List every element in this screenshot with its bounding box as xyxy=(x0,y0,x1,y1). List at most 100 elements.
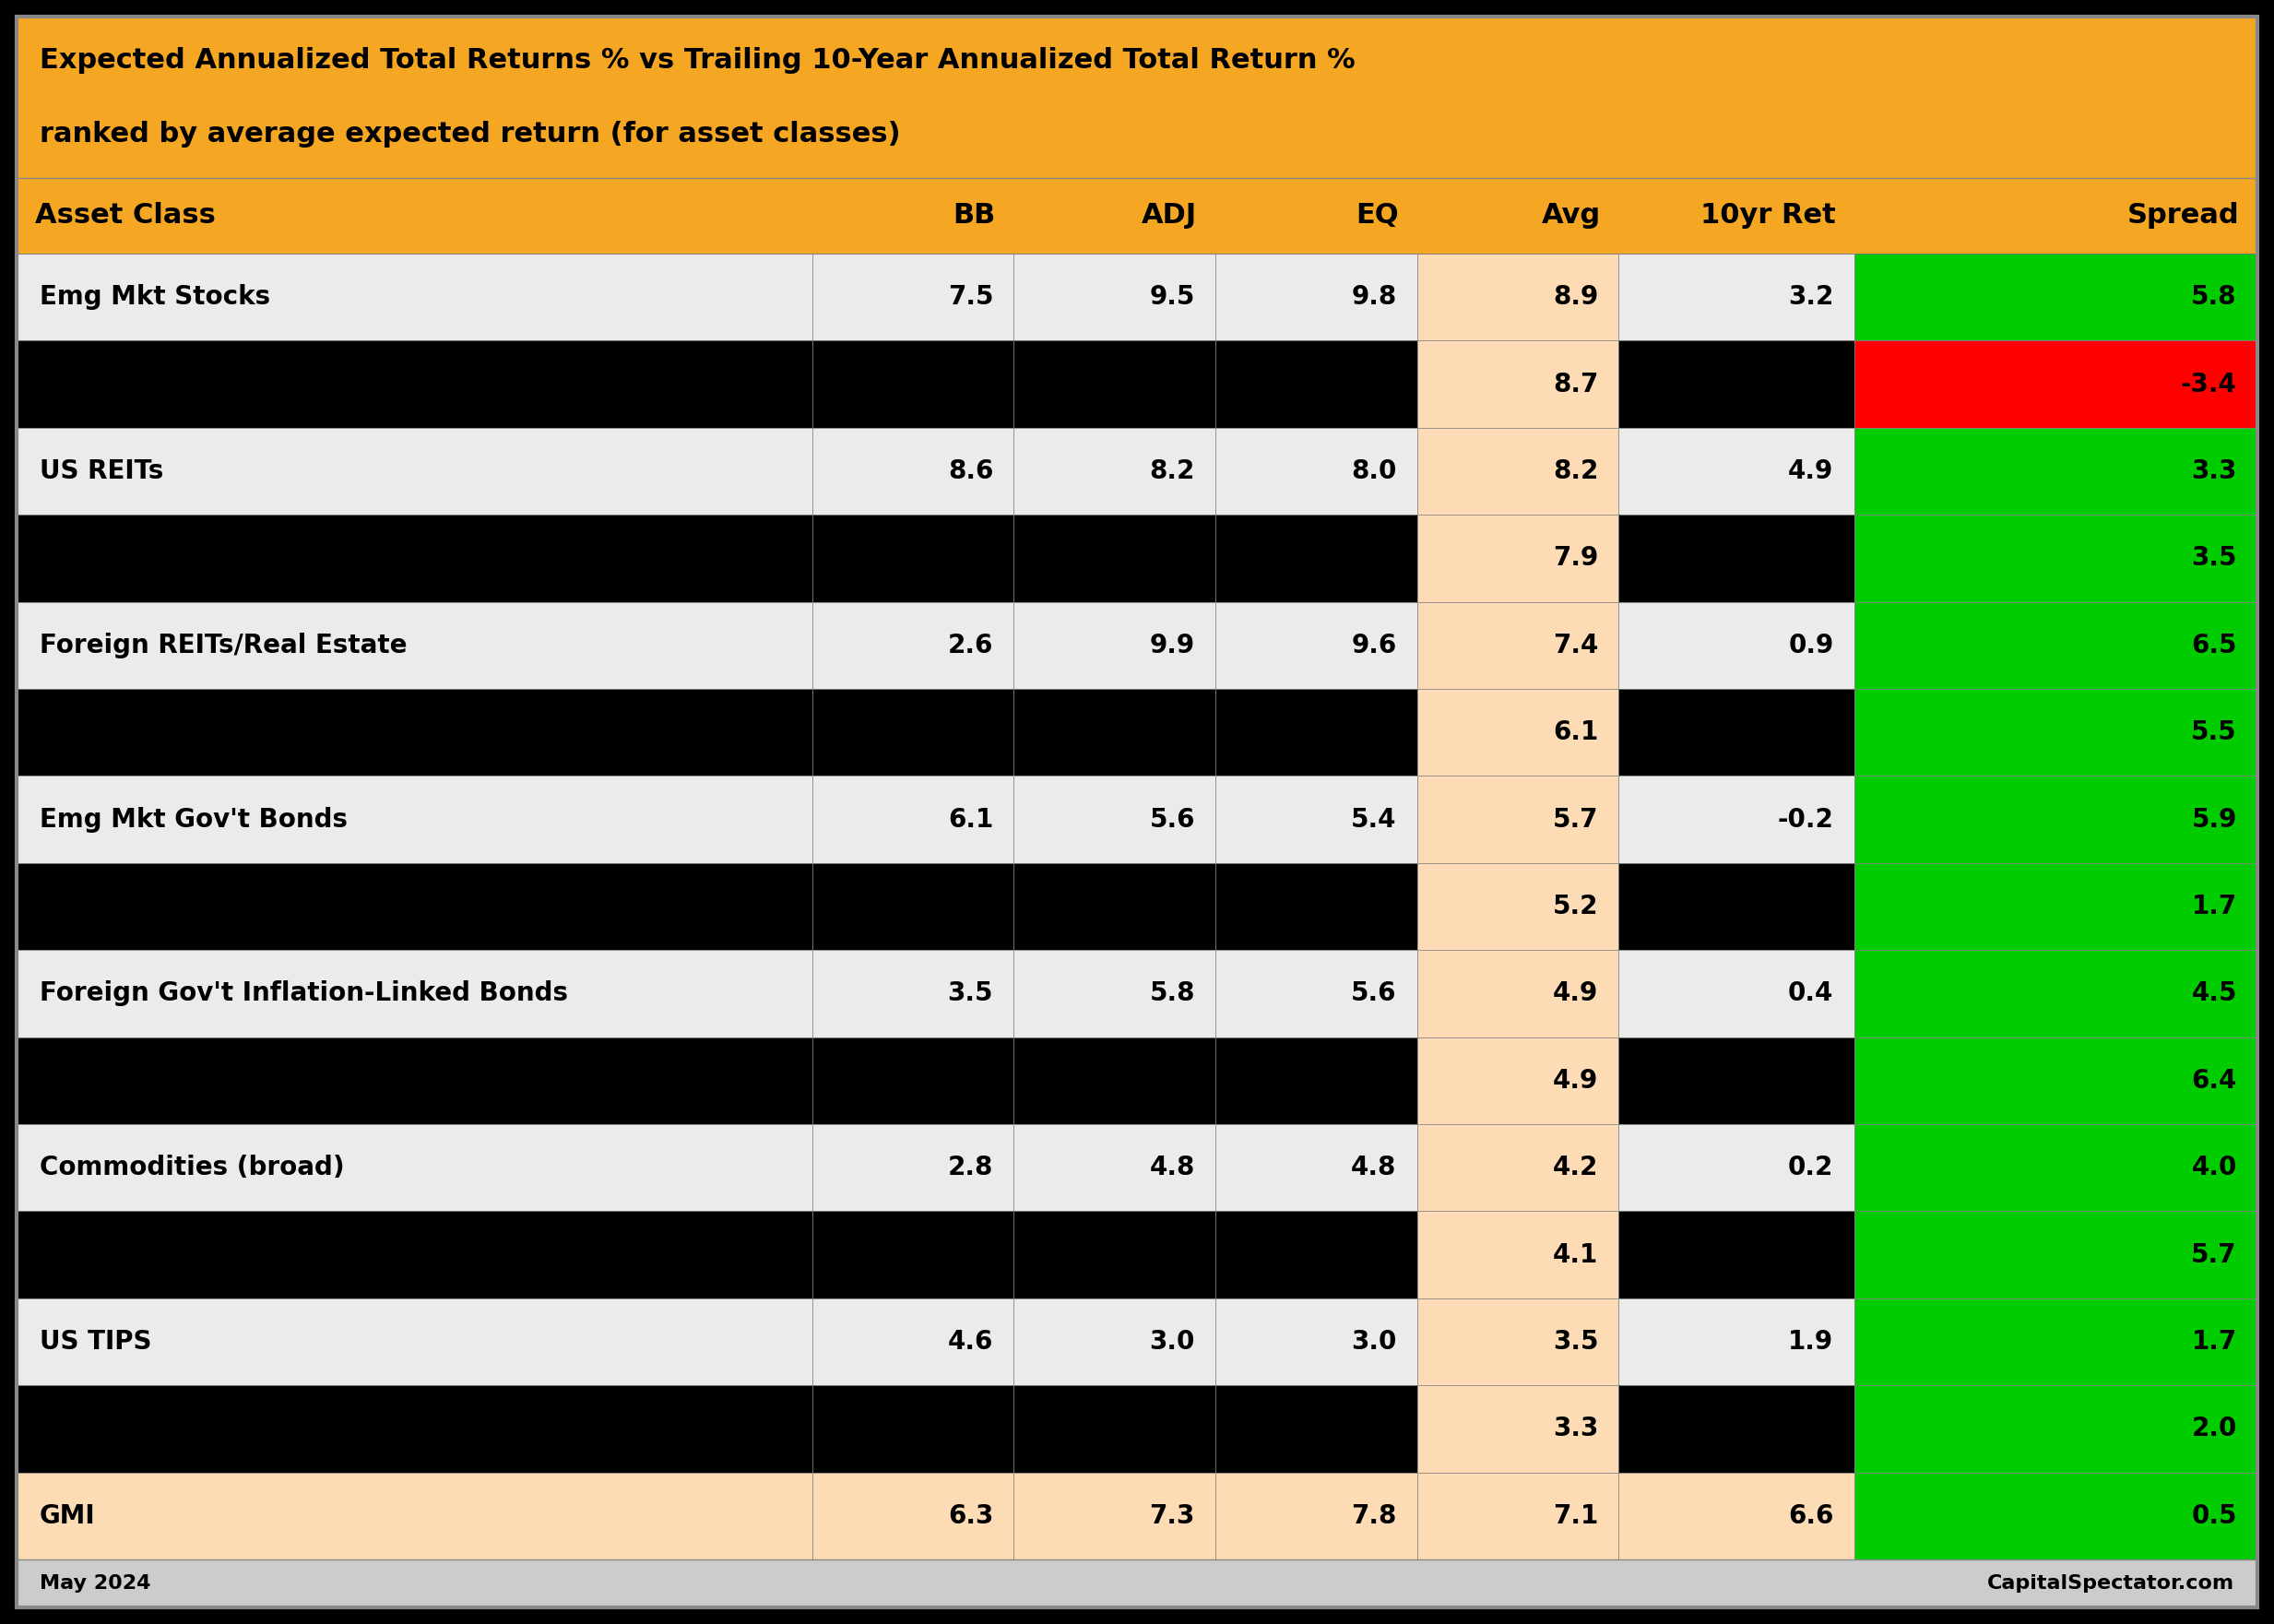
Text: 2.0: 2.0 xyxy=(2192,1416,2238,1442)
Text: 8.6: 8.6 xyxy=(948,458,994,484)
Text: 5.7: 5.7 xyxy=(1553,807,1599,833)
Text: 5.4: 5.4 xyxy=(1351,807,1396,833)
Bar xyxy=(1619,253,1853,341)
Bar xyxy=(16,950,812,1038)
Bar xyxy=(812,862,1014,950)
Text: 7.4: 7.4 xyxy=(1553,632,1599,658)
Text: 6.5: 6.5 xyxy=(2192,632,2238,658)
Bar xyxy=(16,603,812,689)
Bar xyxy=(1417,1124,1619,1212)
Bar xyxy=(1014,603,1214,689)
Bar xyxy=(1853,1473,2258,1559)
Bar xyxy=(1014,1298,1214,1385)
Text: Foreign REITs/Real Estate: Foreign REITs/Real Estate xyxy=(39,632,407,658)
Text: 3.0: 3.0 xyxy=(1351,1328,1396,1354)
Bar xyxy=(1619,341,1853,427)
Bar xyxy=(1214,427,1417,515)
Bar xyxy=(812,776,1014,862)
Bar xyxy=(1619,1298,1853,1385)
Bar xyxy=(1014,689,1214,776)
Text: Emg Mkt Stocks: Emg Mkt Stocks xyxy=(39,284,271,310)
Bar xyxy=(1853,1124,2258,1212)
Bar xyxy=(812,1473,1014,1559)
Bar xyxy=(1619,1124,1853,1212)
Bar xyxy=(1214,776,1417,862)
Bar xyxy=(1014,1038,1214,1124)
Bar xyxy=(812,1124,1014,1212)
Text: 8.0: 8.0 xyxy=(1351,458,1396,484)
Bar xyxy=(1619,603,1853,689)
Bar xyxy=(1853,341,2258,427)
Text: 10yr Ret: 10yr Ret xyxy=(1701,203,1835,229)
Bar xyxy=(812,515,1014,603)
Bar xyxy=(16,776,812,862)
Text: ADJ: ADJ xyxy=(1142,203,1196,229)
Bar xyxy=(1214,862,1417,950)
Text: 7.1: 7.1 xyxy=(1553,1502,1599,1528)
Bar xyxy=(1853,776,2258,862)
Text: Commodities (broad): Commodities (broad) xyxy=(39,1155,343,1181)
Text: 0.4: 0.4 xyxy=(1787,981,1833,1007)
Bar xyxy=(1417,603,1619,689)
Bar xyxy=(16,1298,812,1385)
Bar xyxy=(1417,1212,1619,1298)
Bar xyxy=(1417,862,1619,950)
Bar xyxy=(1417,1473,1619,1559)
Bar xyxy=(1417,253,1619,341)
Bar xyxy=(1619,776,1853,862)
Bar xyxy=(1014,515,1214,603)
Text: -0.2: -0.2 xyxy=(1778,807,1833,833)
Bar xyxy=(1853,1385,2258,1473)
Bar xyxy=(1214,689,1417,776)
Bar xyxy=(16,1559,2258,1608)
Bar xyxy=(1417,776,1619,862)
Bar xyxy=(1619,1385,1853,1473)
Text: 9.9: 9.9 xyxy=(1151,632,1194,658)
Bar xyxy=(1214,950,1417,1038)
Text: CapitalSpectator.com: CapitalSpectator.com xyxy=(1987,1574,2235,1593)
Bar xyxy=(1014,427,1214,515)
Bar xyxy=(812,1298,1014,1385)
Bar xyxy=(1214,603,1417,689)
Bar xyxy=(1214,253,1417,341)
Bar xyxy=(16,427,812,515)
Text: 7.8: 7.8 xyxy=(1351,1502,1396,1528)
Text: 2.8: 2.8 xyxy=(948,1155,994,1181)
Text: 4.8: 4.8 xyxy=(1148,1155,1194,1181)
Text: 6.4: 6.4 xyxy=(2192,1067,2238,1093)
Text: 4.9: 4.9 xyxy=(1553,1067,1599,1093)
Bar xyxy=(1214,1473,1417,1559)
Bar xyxy=(1417,950,1619,1038)
Text: 9.5: 9.5 xyxy=(1148,284,1194,310)
Text: 3.5: 3.5 xyxy=(1553,1328,1599,1354)
Bar xyxy=(812,1212,1014,1298)
Bar xyxy=(1214,1212,1417,1298)
Text: Avg: Avg xyxy=(1542,203,1601,229)
Text: GMI: GMI xyxy=(39,1502,96,1528)
Text: 3.5: 3.5 xyxy=(948,981,994,1007)
Bar xyxy=(16,515,812,603)
Text: 7.5: 7.5 xyxy=(948,284,994,310)
Text: Foreign Gov't Inflation-Linked Bonds: Foreign Gov't Inflation-Linked Bonds xyxy=(39,981,568,1007)
Text: 5.6: 5.6 xyxy=(1148,807,1194,833)
Bar xyxy=(812,1385,1014,1473)
Bar xyxy=(812,341,1014,427)
Text: 2.6: 2.6 xyxy=(948,632,994,658)
Bar xyxy=(812,689,1014,776)
Bar xyxy=(16,16,2258,179)
Text: 3.0: 3.0 xyxy=(1148,1328,1194,1354)
Bar xyxy=(16,1385,812,1473)
Bar xyxy=(16,253,812,341)
Text: 3.2: 3.2 xyxy=(1787,284,1833,310)
Text: 6.1: 6.1 xyxy=(948,807,994,833)
Bar xyxy=(1214,341,1417,427)
Text: 6.6: 6.6 xyxy=(1787,1502,1833,1528)
Bar xyxy=(1417,515,1619,603)
Text: 5.7: 5.7 xyxy=(2192,1242,2238,1268)
Text: 8.2: 8.2 xyxy=(1148,458,1194,484)
Text: Expected Annualized Total Returns % vs Trailing 10-Year Annualized Total Return : Expected Annualized Total Returns % vs T… xyxy=(39,47,1355,73)
Text: Emg Mkt Gov't Bonds: Emg Mkt Gov't Bonds xyxy=(39,807,348,833)
Bar xyxy=(812,1038,1014,1124)
Text: 3.3: 3.3 xyxy=(2192,458,2238,484)
Bar xyxy=(1014,253,1214,341)
